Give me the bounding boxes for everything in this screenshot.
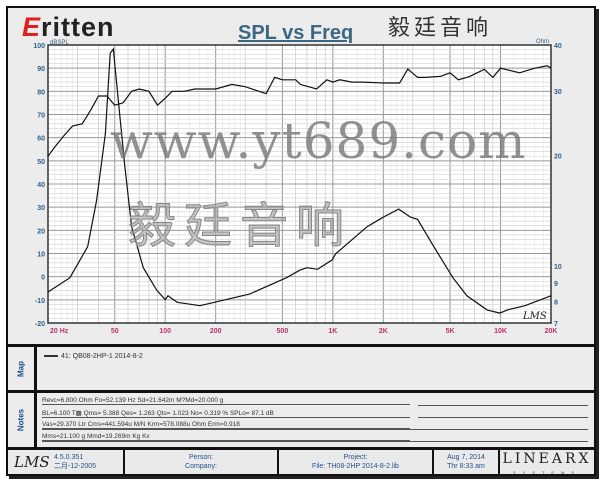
x-tick-label: 20K xyxy=(545,328,558,335)
x-tick-label: 200 xyxy=(210,328,222,335)
x-tick-label: 1K xyxy=(328,328,337,335)
y-tick-label: 40 xyxy=(37,182,45,189)
note-line: BL=6.100 T▩ Qms= 5.388 Qes= 1.263 Qts= 1… xyxy=(42,409,410,418)
version-cell: LMS 4.5.0.351 二月-12-2005 xyxy=(8,450,125,474)
y-tick-label: 20 xyxy=(37,228,45,235)
notes-panel: Notes Revc=6.800 Ohm Fo=52.139 Hz Sd=21.… xyxy=(8,393,594,450)
brand-logo-chinese: 毅廷音响 xyxy=(388,16,493,41)
y-tick-label: 30 xyxy=(37,205,45,212)
y-tick-label: 90 xyxy=(37,66,45,73)
x-tick-label: 50 xyxy=(111,328,119,335)
y-tick-label: 0 xyxy=(41,275,45,282)
y2-tick-label: 40 xyxy=(554,43,562,50)
impedance-curve xyxy=(47,47,552,314)
legend-entry: 41: QB08-2HP-1 2014-8-2 xyxy=(44,353,143,360)
y-tick-label: 100 xyxy=(33,43,45,50)
y-axis-label: dBSPL xyxy=(50,40,69,46)
person-label: Person: xyxy=(188,454,214,461)
y2-axis-label: Ohm xyxy=(536,39,549,45)
brand-logo: Eritten xyxy=(22,12,115,42)
notes-label: Notes xyxy=(16,408,26,432)
note-line: Mms=21.100 g Mmd=19.269m Kg Kx xyxy=(42,433,410,441)
version: 4.5.0.351 xyxy=(54,454,84,461)
y-tick-label: 50 xyxy=(37,159,45,166)
y2-tick-label: 20 xyxy=(554,154,562,161)
lms-report: 100 90 80 70 60 50 40 30 20 10 0 -10 -20 40 30 20 10 9 8 7 2… xyxy=(6,6,596,476)
map-label: Map xyxy=(16,360,26,377)
y-tick-label: -20 xyxy=(35,321,45,328)
x-tick-label: 2K xyxy=(379,328,388,335)
spl-curve xyxy=(47,65,552,157)
spl-chart: 1009080706050403020100-10-20403020109872… xyxy=(33,39,562,335)
x-tick-label: 500 xyxy=(277,328,289,335)
footer: LMS 4.5.0.351 二月-12-2005 Person: Company… xyxy=(8,450,594,475)
x-tick-label: 100 xyxy=(159,328,171,335)
watermark-url: www.yt689.com xyxy=(110,112,527,170)
map-panel: Map 41: QB08-2HP-1 2014-8-2 xyxy=(8,347,594,393)
x-tick-label: 20 Hz xyxy=(50,328,69,335)
y-tick-label: 10 xyxy=(37,252,45,259)
x-tick-label: 5K xyxy=(446,328,455,335)
linearx-logo: LINEARX SYSTEMS xyxy=(502,451,592,475)
lms-annotation: LMS xyxy=(522,311,547,322)
y-tick-label: -10 xyxy=(35,298,45,305)
report-time: Thr 8:33 am xyxy=(447,463,485,470)
lms-logo: LMS xyxy=(14,453,50,471)
chart-title: SPL vs Freq xyxy=(238,22,354,44)
y-tick-label: 70 xyxy=(37,113,45,120)
project-label: Project: xyxy=(343,454,368,461)
watermark-chinese: 毅廷音响 xyxy=(127,198,353,255)
y2-tick-label: 8 xyxy=(554,300,558,307)
note-line: Revc=6.800 Ohm Fo=52.139 Hz Sd=21.642m M… xyxy=(42,397,410,405)
y2-tick-label: 7 xyxy=(554,321,558,328)
company-label: Company: xyxy=(185,463,217,470)
y2-tick-label: 10 xyxy=(554,264,562,271)
chart-panel: 100 90 80 70 60 50 40 30 20 10 0 -10 -20 40 30 20 10 9 8 7 2… xyxy=(8,8,594,347)
y-tick-label: 60 xyxy=(37,136,45,143)
report-date: Aug 7, 2014 xyxy=(447,454,485,461)
plot-border xyxy=(47,44,552,324)
legend-line-swatch xyxy=(44,355,58,358)
y2-tick-label: 9 xyxy=(554,281,558,288)
project-file: File: TH08-2HP 2014-8-2.lib xyxy=(312,463,399,470)
y2-tick-label: 30 xyxy=(554,89,562,96)
note-line: Vas=29.370 Ltr Cms=441.594u M/N Krm=578.… xyxy=(42,421,410,429)
y-tick-label: 80 xyxy=(37,89,45,96)
version-date: 二月-12-2005 xyxy=(54,463,97,470)
x-tick-label: 10K xyxy=(494,328,507,335)
